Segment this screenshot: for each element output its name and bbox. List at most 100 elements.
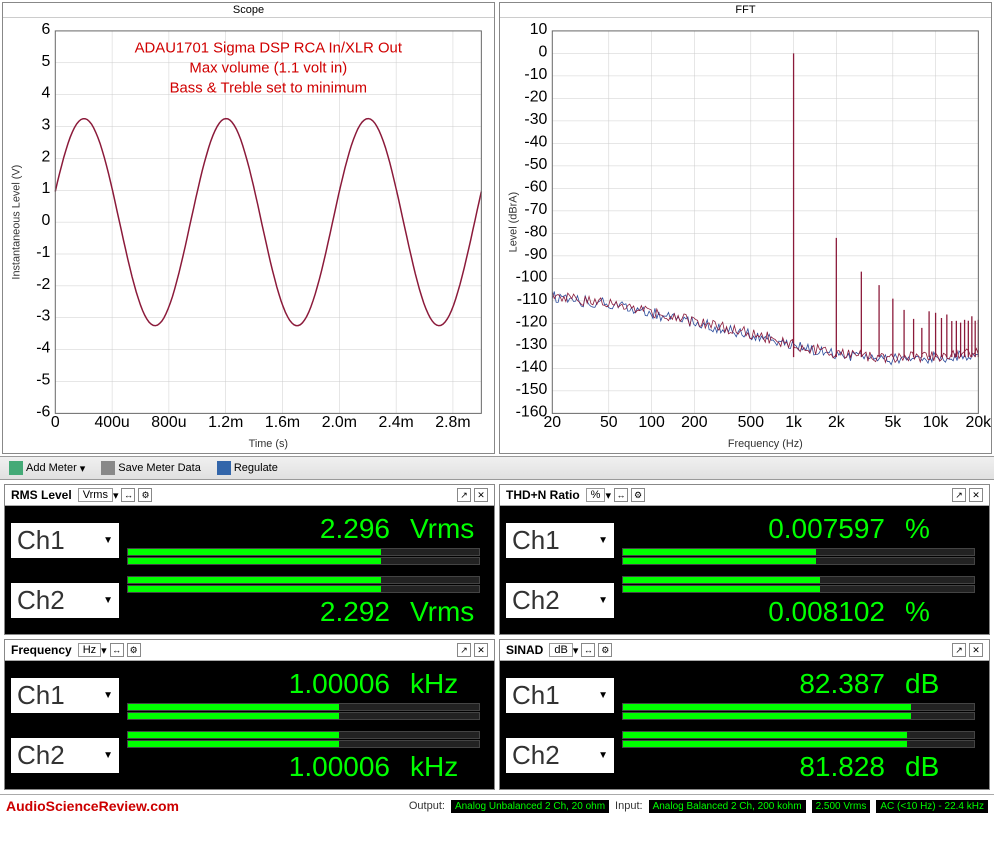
svg-text:0: 0 <box>42 212 51 229</box>
svg-text:2.4m: 2.4m <box>379 414 414 431</box>
chevron-down-icon: ▼ <box>103 750 113 761</box>
popout-icon[interactable]: ↗ <box>952 643 966 657</box>
chevron-down-icon: ▼ <box>103 595 113 606</box>
freq-ch2-value: 1.00006kHz <box>127 751 480 783</box>
sinad-ch2-block: Ch2▼ 81.828dB <box>506 725 983 785</box>
svg-text:2.8m: 2.8m <box>435 414 470 431</box>
close-icon[interactable]: ✕ <box>474 488 488 502</box>
rms-ch1-label[interactable]: Ch1▼ <box>11 523 119 558</box>
svg-text:200: 200 <box>681 414 708 431</box>
gear-icon[interactable]: ⚙ <box>631 488 645 502</box>
thdn-ch2-bars <box>622 575 975 594</box>
freq-ch2-block: Ch2▼ 1.00006kHz <box>11 725 488 785</box>
fft-chart: FFT -160-150-140-130-120-110-100-90-80-7… <box>499 2 992 454</box>
arrows-icon[interactable]: ↔ <box>581 643 595 657</box>
thdn-unit-select[interactable]: % <box>586 488 606 502</box>
svg-text:-150: -150 <box>516 381 548 398</box>
svg-text:-10: -10 <box>524 66 547 83</box>
svg-text:-140: -140 <box>516 358 548 375</box>
thdn-ch2-value: 0.008102% <box>622 596 975 628</box>
fft-title: FFT <box>500 3 991 18</box>
add-meter-button[interactable]: Add Meter ▾ <box>5 460 89 476</box>
svg-text:20: 20 <box>543 414 561 431</box>
svg-text:ADAU1701 Sigma DSP RCA In/XLR: ADAU1701 Sigma DSP RCA In/XLR Out <box>135 41 403 57</box>
svg-text:10: 10 <box>530 21 548 38</box>
popout-icon[interactable]: ↗ <box>952 488 966 502</box>
svg-text:2k: 2k <box>828 414 845 431</box>
toolbar: Add Meter ▾ Save Meter Data Regulate <box>0 456 994 480</box>
freq-title: Frequency <box>11 643 72 657</box>
svg-text:-100: -100 <box>516 268 548 285</box>
rms-ch2-block: Ch2▼ 2.292Vrms <box>11 570 488 630</box>
sinad-meter: SINAD dB ▾ ↔ ⚙ ↗ ✕ Ch1▼ 82.387dB <box>499 639 990 790</box>
close-icon[interactable]: ✕ <box>969 643 983 657</box>
freq-ch1-value: 1.00006kHz <box>127 668 480 700</box>
regulate-button[interactable]: Regulate <box>213 460 282 476</box>
rms-unit-select[interactable]: Vrms <box>78 488 113 502</box>
gear-icon[interactable]: ⚙ <box>138 488 152 502</box>
thdn-ch2-label[interactable]: Ch2▼ <box>506 583 614 618</box>
svg-text:-2: -2 <box>36 276 50 293</box>
svg-text:800u: 800u <box>151 414 186 431</box>
close-icon[interactable]: ✕ <box>474 643 488 657</box>
save-meter-button[interactable]: Save Meter Data <box>97 460 205 476</box>
svg-text:Frequency (Hz): Frequency (Hz) <box>728 438 803 450</box>
rms-ch2-label[interactable]: Ch2▼ <box>11 583 119 618</box>
gear-icon[interactable]: ⚙ <box>598 643 612 657</box>
gear-icon[interactable]: ⚙ <box>127 643 141 657</box>
popout-icon[interactable]: ↗ <box>457 643 471 657</box>
arrows-icon[interactable]: ↔ <box>614 488 628 502</box>
svg-text:1k: 1k <box>785 414 802 431</box>
arrows-icon[interactable]: ↔ <box>121 488 135 502</box>
svg-text:Bass & Treble set to minimum: Bass & Treble set to minimum <box>170 80 367 96</box>
input-label: Input: <box>615 800 643 812</box>
rms-title: RMS Level <box>11 488 72 502</box>
svg-text:3: 3 <box>42 116 51 133</box>
sinad-ch2-bars <box>622 730 975 749</box>
svg-text:100: 100 <box>638 414 665 431</box>
sinad-unit-select[interactable]: dB <box>549 643 572 657</box>
sinad-ch1-label[interactable]: Ch1▼ <box>506 678 614 713</box>
arrows-icon[interactable]: ↔ <box>110 643 124 657</box>
freq-ch1-label[interactable]: Ch1▼ <box>11 678 119 713</box>
sinad-title: SINAD <box>506 643 543 657</box>
svg-text:6: 6 <box>42 21 51 38</box>
svg-text:-130: -130 <box>516 336 548 353</box>
svg-text:5: 5 <box>42 53 51 70</box>
freq-unit-select[interactable]: Hz <box>78 643 101 657</box>
chevron-down-icon: ▼ <box>598 535 608 546</box>
output-value: Analog Unbalanced 2 Ch, 20 ohm <box>451 800 609 813</box>
thdn-ch1-label[interactable]: Ch1▼ <box>506 523 614 558</box>
svg-text:1.6m: 1.6m <box>265 414 300 431</box>
svg-text:-3: -3 <box>36 308 50 325</box>
svg-text:Time (s): Time (s) <box>249 438 288 450</box>
svg-text:-1: -1 <box>36 244 50 261</box>
close-icon[interactable]: ✕ <box>969 488 983 502</box>
svg-text:-5: -5 <box>36 371 50 388</box>
sinad-ch1-block: Ch1▼ 82.387dB <box>506 665 983 725</box>
svg-text:1: 1 <box>42 180 51 197</box>
chevron-down-icon: ▼ <box>598 750 608 761</box>
sinad-header: SINAD dB ▾ ↔ ⚙ ↗ ✕ <box>500 640 989 661</box>
svg-text:0: 0 <box>539 43 548 60</box>
freq-ch2-label[interactable]: Ch2▼ <box>11 738 119 773</box>
rms-ch1-value: 2.296Vrms <box>127 513 480 545</box>
filter-value: AC (<10 Hz) - 22.4 kHz <box>876 800 988 813</box>
freq-ch1-bars <box>127 702 480 721</box>
status-bar: AudioScienceReview.com Output: Analog Un… <box>0 794 994 817</box>
svg-text:1.2m: 1.2m <box>208 414 243 431</box>
svg-text:-50: -50 <box>524 156 547 173</box>
svg-text:400u: 400u <box>94 414 129 431</box>
svg-text:20k: 20k <box>966 414 991 431</box>
rms-header: RMS Level Vrms ▾ ↔ ⚙ ↗ ✕ <box>5 485 494 506</box>
scope-chart: Scope -6-5-4-3-2-101234560400u800u1.2m1.… <box>2 2 495 454</box>
sinad-ch2-label[interactable]: Ch2▼ <box>506 738 614 773</box>
popout-icon[interactable]: ↗ <box>457 488 471 502</box>
thdn-ch1-block: Ch1▼ 0.007597% <box>506 510 983 570</box>
sinad-ch2-value: 81.828dB <box>622 751 975 783</box>
svg-text:-30: -30 <box>524 111 547 128</box>
freq-ch1-block: Ch1▼ 1.00006kHz <box>11 665 488 725</box>
save-icon <box>101 461 115 475</box>
rms-ch2-bars <box>127 575 480 594</box>
brand-label: AudioScienceReview.com <box>6 798 179 814</box>
